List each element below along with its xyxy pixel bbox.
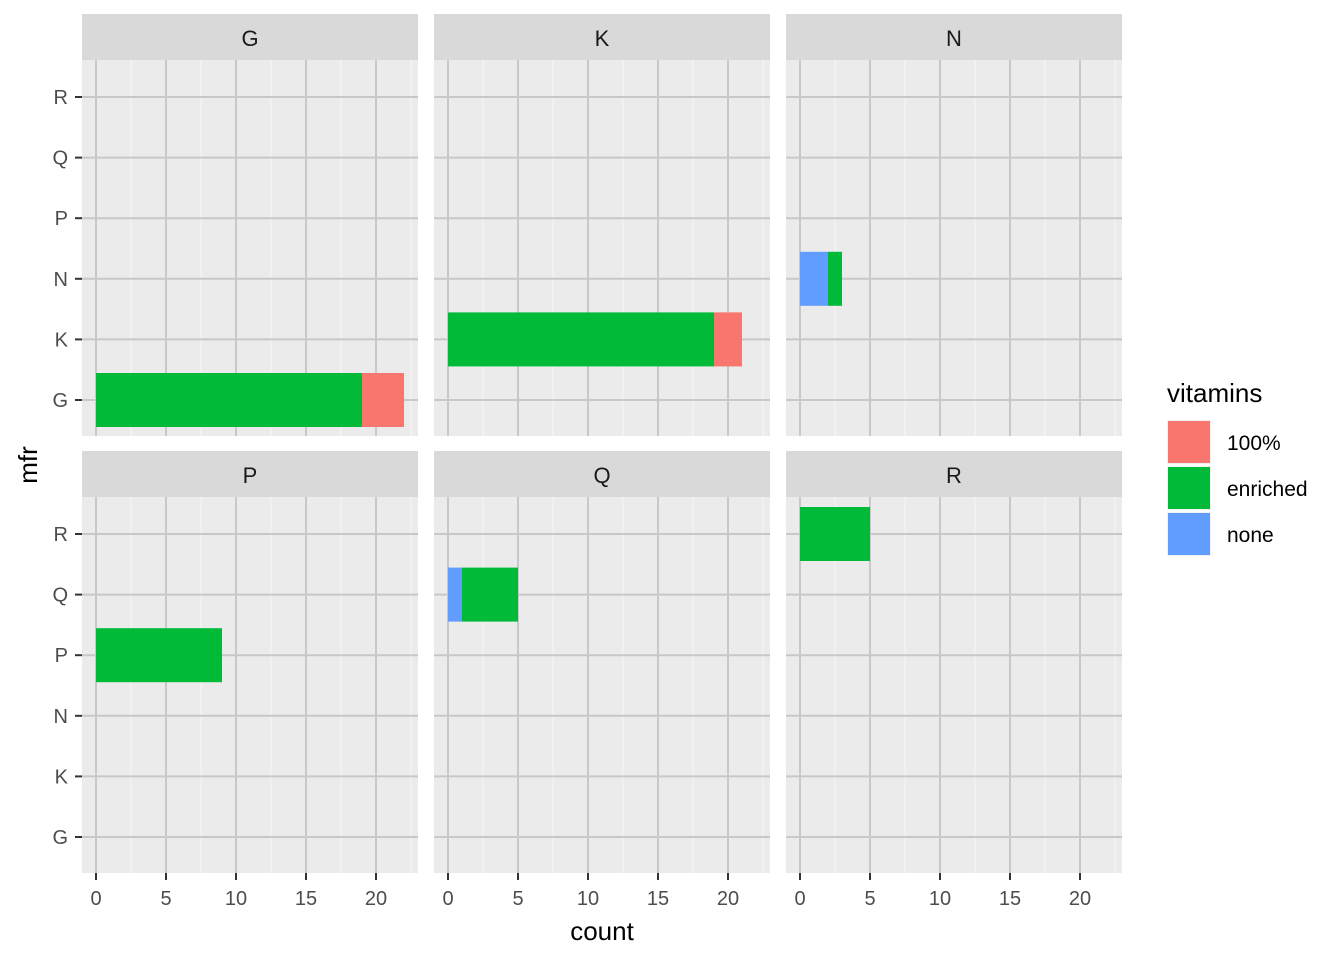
facet-panel-r: R [786, 451, 1122, 873]
y-tick-label: G [52, 827, 68, 849]
y-tick-label: N [54, 706, 68, 728]
x-tick-label: 15 [647, 888, 669, 910]
y-tick-label: P [55, 208, 68, 230]
y-tick-label: K [55, 766, 69, 788]
x-tick-label: 10 [225, 888, 247, 910]
y-tick-label: Q [52, 585, 68, 607]
legend-title: vitamins [1167, 378, 1262, 408]
facet-panel-k: K [434, 14, 770, 436]
x-tick-label: 10 [577, 888, 599, 910]
facet-strip-label: R [946, 463, 962, 488]
facet-strip [786, 451, 1122, 497]
y-tick-label: R [54, 87, 68, 109]
facet-strip [82, 451, 418, 497]
x-tick-label: 0 [794, 888, 805, 910]
legend-label: enriched [1227, 478, 1308, 501]
facet-strip [82, 14, 418, 60]
bar-segment-r-enriched [800, 507, 870, 561]
x-tick-label: 15 [999, 888, 1021, 910]
x-tick-label: 20 [365, 888, 387, 910]
facet-panel-p: P [82, 451, 418, 873]
x-tick-label: 0 [442, 888, 453, 910]
bar-segment-g-enriched [96, 373, 362, 427]
x-tick-label: 10 [929, 888, 951, 910]
bar-segment-p-enriched [96, 628, 222, 683]
facet-strip-label: G [241, 26, 258, 51]
bar-segment-n-enriched [828, 251, 842, 306]
y-tick-label: N [54, 269, 68, 291]
legend: vitamins 100% enriched none [1167, 378, 1308, 556]
y-tick-label: Q [52, 148, 68, 170]
facet-panel-q: Q [434, 451, 770, 873]
facet-panel-g: G [82, 14, 418, 436]
legend-label: 100% [1227, 432, 1281, 455]
bar-segment-q-none [448, 567, 462, 622]
bar-segment-k-enriched [448, 312, 714, 367]
y-tick-label: G [52, 390, 68, 412]
facet-strip-label: P [243, 463, 258, 488]
x-tick-label: 5 [160, 888, 171, 910]
x-tick-label: 0 [90, 888, 101, 910]
facet-strip [434, 451, 770, 497]
x-tick-label: 5 [864, 888, 875, 910]
facet-strip-label: Q [593, 463, 610, 488]
legend-swatch [1168, 513, 1210, 555]
legend-label: none [1227, 524, 1274, 547]
x-tick-label: 20 [1069, 888, 1091, 910]
facet-strip-label: K [595, 26, 610, 51]
y-tick-label: R [54, 524, 68, 546]
bar-segment-g-100pct [362, 373, 404, 427]
facet-strip [786, 14, 1122, 60]
x-tick-label: 15 [295, 888, 317, 910]
facet-panel-n: N [786, 14, 1122, 436]
y-tick-label: K [55, 329, 69, 351]
x-tick-label: 5 [512, 888, 523, 910]
x-axis-title: count [570, 916, 634, 946]
panel-background [786, 60, 1122, 436]
panel-background [82, 497, 418, 873]
legend-swatch [1168, 467, 1210, 509]
facet-strip-label: N [946, 26, 962, 51]
bar-segment-k-100pct [714, 312, 742, 367]
y-tick-label: P [55, 645, 68, 667]
panel-background [434, 497, 770, 873]
bar-segment-q-enriched [462, 567, 518, 622]
y-axis-title: mfr [13, 446, 43, 484]
legend-swatch [1168, 421, 1210, 463]
x-tick-label: 20 [717, 888, 739, 910]
facet-strip [434, 14, 770, 60]
bar-segment-n-none [800, 251, 828, 306]
panel-background [434, 60, 770, 436]
